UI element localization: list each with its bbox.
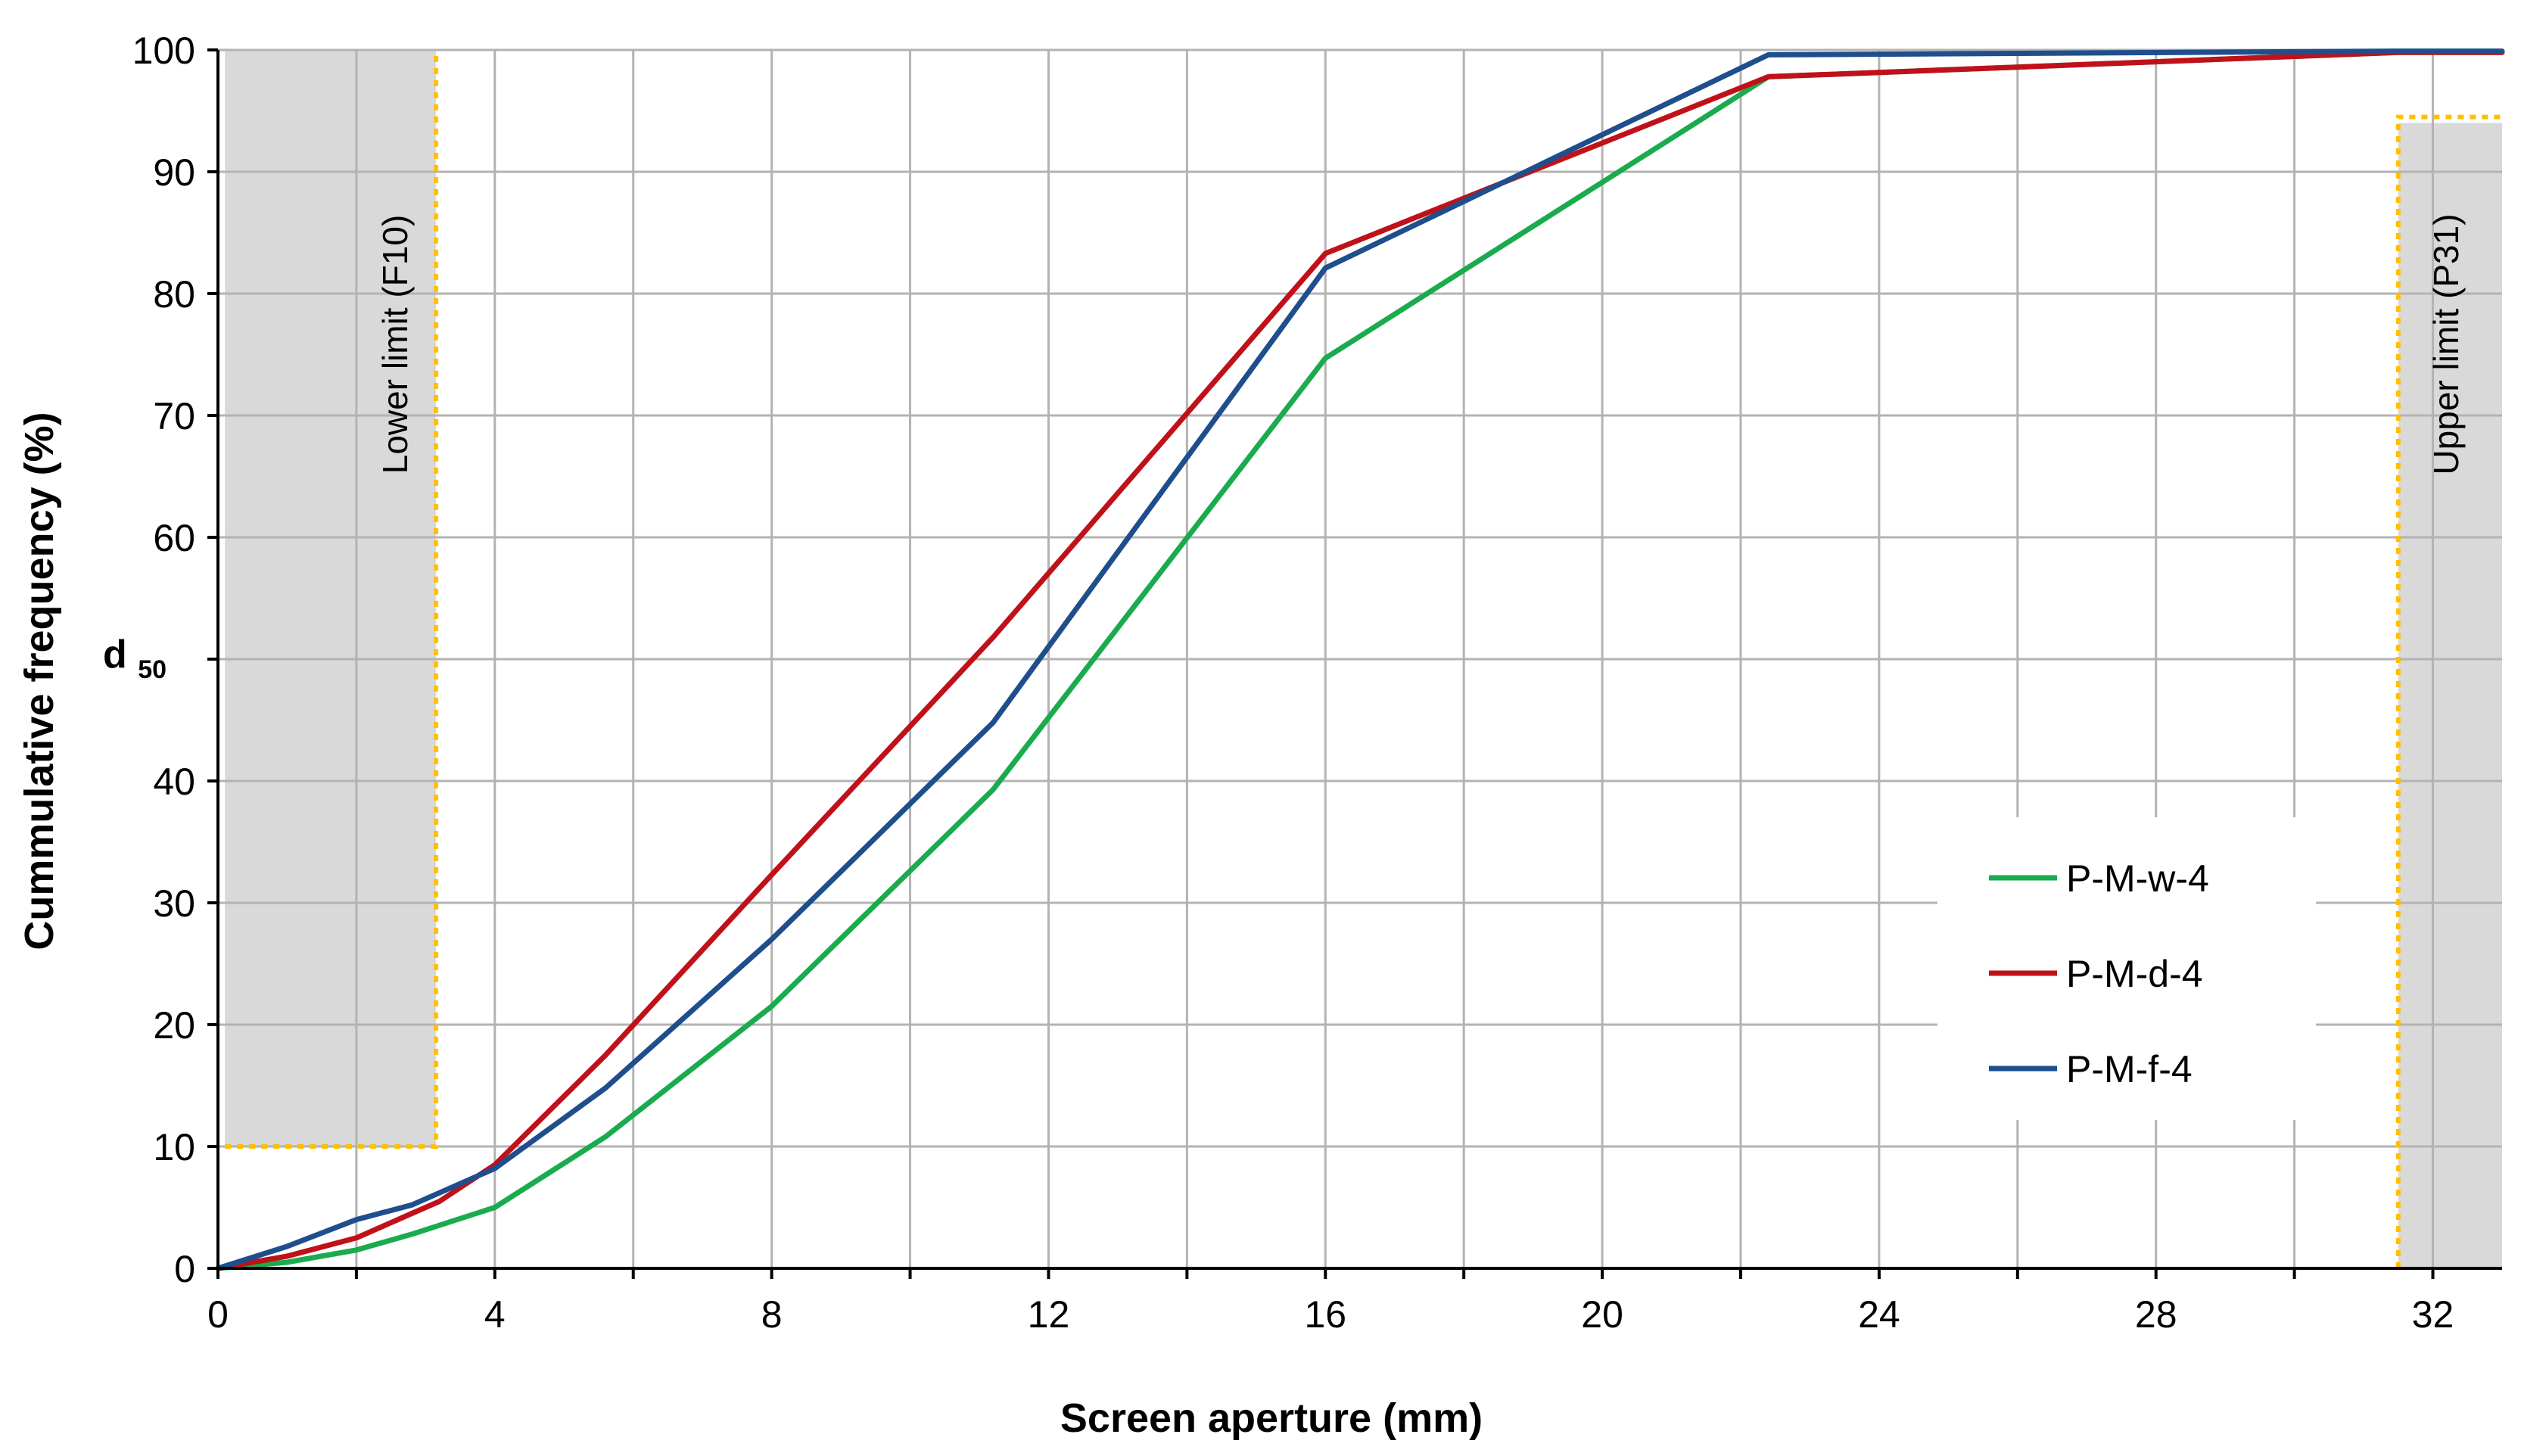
y-axis-title: Cummulative frequency (%) (17, 412, 62, 950)
legend-label-P-M-w-4: P-M-w-4 (2066, 857, 2209, 900)
limit-regions (225, 50, 2502, 1269)
series-line-P-M-d-4 (215, 49, 2505, 1271)
y-tick-label: 80 (153, 273, 195, 316)
x-tick-label: 20 (1581, 1293, 1623, 1336)
d50-label: d 50 (103, 633, 167, 684)
series-lines (215, 48, 2505, 1271)
limit-region-0 (225, 50, 437, 1146)
x-tick-label: 12 (1028, 1293, 1070, 1336)
x-tick-label: 16 (1304, 1293, 1346, 1336)
y-tick-label: 0 (174, 1248, 195, 1290)
lower-limit-line (225, 50, 439, 1149)
upper-limit-label: Upper limit (P31) (2426, 213, 2466, 474)
x-tick-label: 4 (484, 1293, 506, 1336)
upper-limit-line (2395, 114, 2502, 1268)
x-tick-label: 32 (2412, 1293, 2454, 1336)
lower-limit-label: Lower limit (F10) (375, 215, 415, 474)
y-tick-label: 100 (132, 30, 195, 72)
x-tick-label: 28 (2135, 1293, 2177, 1336)
d50-subscript: 50 (138, 655, 167, 684)
x-tick-label: 24 (1858, 1293, 1900, 1336)
y-tick-label: 20 (153, 1004, 195, 1047)
d50-main: d (103, 633, 127, 677)
y-tick-label: 10 (153, 1126, 195, 1168)
y-tick-label: 40 (153, 761, 195, 803)
series-line-P-M-f-4 (215, 48, 2505, 1271)
y-tick-label: 30 (153, 882, 195, 925)
legend: P-M-w-4 P-M-d-4 P-M-f-4 (1937, 817, 2316, 1120)
axes (207, 48, 2502, 1279)
tick-labels: 0 4 8 12 16 20 24 28 32 0 10 20 30 40 60 70 80 90 100 (132, 30, 2454, 1336)
x-axis-title: Screen aperture (mm) (1060, 1395, 1483, 1441)
limit-region-1 (2398, 123, 2502, 1269)
legend-label-P-M-f-4: P-M-f-4 (2066, 1048, 2193, 1090)
y-tick-label: 60 (153, 517, 195, 559)
y-tick-label: 70 (153, 395, 195, 437)
x-tick-label: 0 (207, 1293, 229, 1336)
x-tick-label: 8 (761, 1293, 783, 1336)
limit-lines (225, 50, 2502, 1268)
y-tick-label: 90 (153, 151, 195, 194)
legend-label-P-M-d-4: P-M-d-4 (2066, 953, 2203, 995)
